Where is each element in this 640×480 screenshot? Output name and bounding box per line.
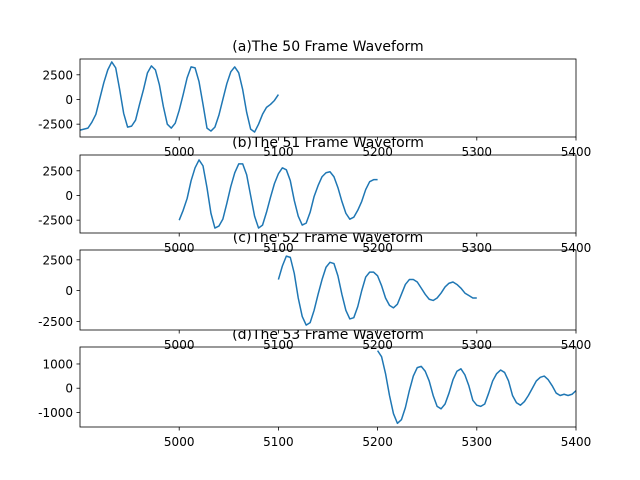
x-tick-label: 5200: [362, 145, 393, 159]
plot-area: [80, 250, 576, 330]
subplot-2: 5000 5100 5200 5300 5400 2500 0 -2500 (b)The 51 …: [38, 135, 591, 255]
plot-area: [80, 155, 576, 233]
subplot-title: (a)The 50 Frame Waveform: [232, 39, 423, 55]
y-tick-label: 0: [65, 189, 73, 203]
x-tick-label: 5400: [561, 338, 592, 352]
x-tick-label: 5200: [362, 435, 393, 449]
y-tick-label: -2500: [38, 118, 73, 132]
x-tick-label: 5400: [561, 241, 592, 255]
x-tick-label: 5000: [164, 145, 195, 159]
x-tick-label: 5400: [561, 145, 592, 159]
x-tick-label: 5000: [164, 241, 195, 255]
x-tick-label: 5000: [164, 338, 195, 352]
y-tick-label: -2500: [38, 315, 73, 329]
x-tick-label: 5300: [462, 241, 493, 255]
y-tick-label: 0: [65, 284, 73, 298]
y-tick-label: 0: [65, 93, 73, 107]
y-tick-label: 2500: [42, 68, 73, 82]
y-tick-label: -1000: [38, 406, 73, 420]
x-tick-label: 5300: [462, 145, 493, 159]
x-tick-label: 5100: [263, 145, 294, 159]
plot-area: [80, 59, 576, 137]
y-tick-label: 1000: [42, 357, 73, 371]
subplot-4: 5000 5100 5200 5300 5400 1000 0 -1000 (d)The 53 …: [38, 327, 591, 449]
y-tick-label: 2500: [42, 164, 73, 178]
waveform-line: [178, 159, 378, 229]
plot-area: [80, 347, 576, 427]
waveform-line: [277, 255, 477, 326]
y-tick-label: -2500: [38, 214, 73, 228]
axes-frame: [79, 249, 577, 331]
axes-frame: [79, 154, 577, 234]
subplot-title: (b)The 51 Frame Waveform: [232, 135, 424, 151]
x-tick-label: 5200: [362, 338, 393, 352]
x-tick-label: 5100: [263, 241, 294, 255]
x-tick-label: 5100: [263, 338, 294, 352]
x-tick-label: 5200: [362, 241, 393, 255]
waveform-line: [376, 350, 576, 425]
x-tick-label: 5300: [462, 338, 493, 352]
subplot-title: (c)The 52 Frame Waveform: [233, 230, 424, 246]
y-tick-label: 2500: [42, 253, 73, 267]
y-tick-label: 0: [65, 382, 73, 396]
x-tick-label: 5300: [462, 435, 493, 449]
axes-frame: [79, 346, 577, 428]
x-tick-label: 5000: [164, 435, 195, 449]
subplot-title: (d)The 53 Frame Waveform: [232, 327, 424, 343]
x-tick-label: 5100: [263, 435, 294, 449]
subplot-3: 5000 5100 5200 5300 5400 2500 0 -2500 (c)The 52 …: [38, 230, 591, 352]
waveform-line: [80, 61, 280, 133]
axes-frame: [79, 58, 577, 138]
subplot-1: 5000 5100 5200 5300 5400 2500 0 -2500 (a)The 50 …: [38, 39, 591, 159]
x-tick-label: 5400: [561, 435, 592, 449]
